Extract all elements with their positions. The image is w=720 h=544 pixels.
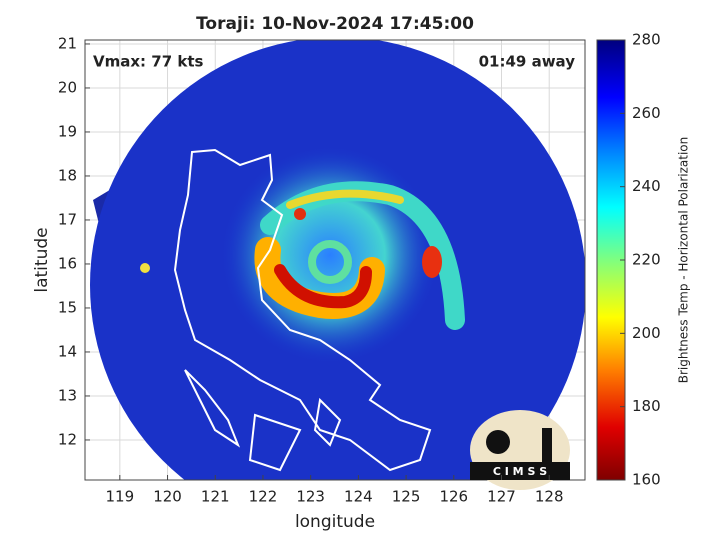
time-away-label: 01:49 away xyxy=(479,53,576,71)
x-tick-label: 119 xyxy=(106,488,135,506)
y-tick-label: 21 xyxy=(58,34,77,52)
x-tick-label: 128 xyxy=(535,488,564,506)
vmax-label: Vmax: 77 kts xyxy=(93,53,203,71)
colorbar-tick-label: 220 xyxy=(632,251,661,269)
cimss-logo: C I M S S xyxy=(470,410,570,490)
logo-band xyxy=(470,462,570,480)
rain-band-core xyxy=(286,189,404,209)
colorbar-tick-label: 160 xyxy=(632,471,661,489)
y-tick-label: 15 xyxy=(58,298,77,316)
coastline xyxy=(173,148,432,472)
axes-frame xyxy=(84,39,586,481)
x-tick-label: 124 xyxy=(344,488,373,506)
x-tick-label: 125 xyxy=(392,488,421,506)
logo-dish xyxy=(486,430,510,454)
x-axis-label: longitude xyxy=(295,512,375,532)
y-tick-label: 20 xyxy=(58,78,77,96)
title: Toraji: 10-Nov-2024 17:45:00 xyxy=(196,14,474,34)
y-tick-label: 17 xyxy=(58,210,77,228)
y-tick-label: 14 xyxy=(58,342,77,360)
colorbar-tick-label: 180 xyxy=(632,397,661,415)
x-tick-label: 120 xyxy=(153,488,182,506)
y-tick-label: 18 xyxy=(58,166,77,184)
colorbar-label: Brightness Temp - Horizontal Polarizatio… xyxy=(677,137,691,384)
coastline xyxy=(184,369,342,472)
satellite-image xyxy=(90,40,585,480)
y-axis-label: latitude xyxy=(32,227,52,292)
y-tick-label: 13 xyxy=(58,386,77,404)
convective-cell xyxy=(422,246,442,278)
logo-text: C I M S S xyxy=(493,465,547,478)
y-tick-label: 19 xyxy=(58,122,77,140)
y-tick-label: 16 xyxy=(58,254,77,272)
colorbar-tick-label: 260 xyxy=(632,104,661,122)
colorbar-tick-label: 200 xyxy=(632,324,661,342)
x-tick-label: 126 xyxy=(439,488,468,506)
eyewall-core xyxy=(274,264,372,309)
x-tick-label: 123 xyxy=(296,488,325,506)
y-tick-label: 12 xyxy=(58,430,77,448)
colorbar-tick-label: 280 xyxy=(632,31,661,49)
x-tick-label: 127 xyxy=(487,488,516,506)
storm-core xyxy=(220,145,440,365)
convective-cell xyxy=(140,263,150,273)
x-tick-label: 121 xyxy=(201,488,230,506)
logo-tower xyxy=(542,428,552,462)
x-tick-label: 122 xyxy=(249,488,278,506)
inner-ring xyxy=(308,240,352,284)
colorbar-tick-label: 240 xyxy=(632,177,661,195)
convective-cell xyxy=(294,208,306,220)
